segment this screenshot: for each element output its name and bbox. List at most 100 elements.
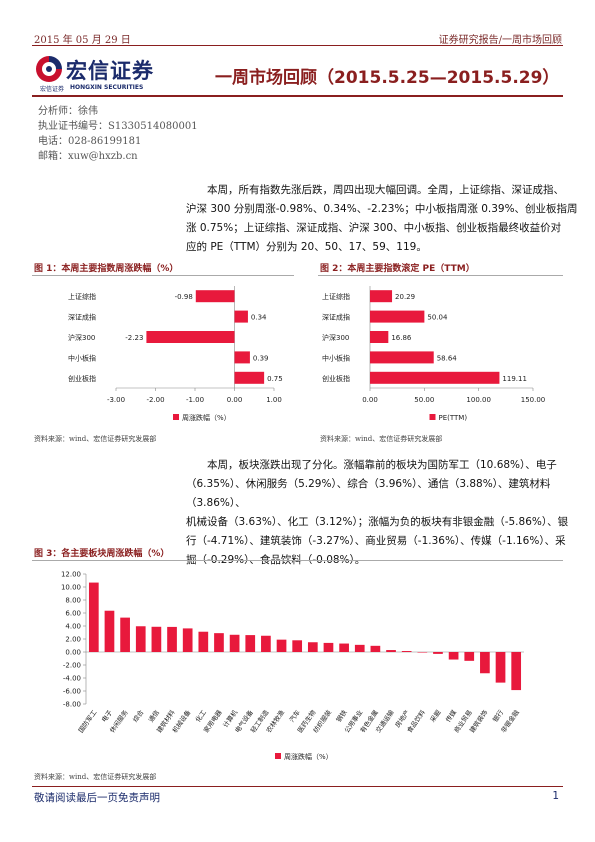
bar [401, 651, 412, 652]
sector-paragraph: 本周，板块涨跌出现了分化。涨幅靠前的板块为国防军工（10.68%）、电子 （6.… [186, 456, 595, 570]
data-label: 58.64 [437, 354, 458, 362]
para2-line4: 行（-4.71%）、建筑装饰（-3.27%）、商业贸易（-1.36%）、传媒（-… [186, 535, 566, 547]
bar [370, 290, 393, 303]
bar [276, 639, 287, 652]
brand-name-en: HONGXIN SECURITIES [70, 84, 144, 91]
bar [307, 642, 318, 652]
y-tick-label: 8.00 [65, 597, 81, 605]
footer-disclaimer: 敬请阅读最后一页免责声明 [34, 792, 160, 804]
bar [370, 331, 389, 343]
para2-line3: 机械设备（3.63%）、化工（3.12%）；涨幅为负的板块有非银金融（-5.86… [186, 516, 569, 528]
fig1-source: 资料来源：wind、宏信证券研究发展部 [34, 435, 157, 443]
data-label: 119.11 [502, 375, 527, 383]
legend-label: 周涨跌幅（%） [182, 413, 231, 422]
fig3-chart: 12.00 10.00 8.00 6.00 4.00 2.00 0.00 -2.00 -4.00… [61, 571, 524, 761]
bar [135, 626, 146, 652]
category-label: 上证综指 [322, 292, 350, 301]
category-label: 综合 [131, 708, 146, 724]
data-label: -2.23 [125, 334, 143, 342]
category-label: 汽车 [287, 708, 302, 724]
data-label: 20.29 [395, 293, 415, 301]
bar [167, 626, 177, 652]
y-tick-label: 6.00 [65, 610, 81, 618]
fig1-title: 图 1：本周主要指数周涨跌幅（%） [34, 264, 179, 274]
header-rule [32, 45, 563, 46]
bar [198, 631, 209, 652]
fig3-title: 图 3：各主要板块周涨跌幅（%） [34, 549, 170, 559]
bar [417, 652, 428, 653]
category-label: 沪深300 [322, 333, 349, 342]
category-label: 银行 [490, 708, 505, 724]
fig2-rule [318, 275, 563, 276]
category-label: 采掘 [428, 708, 443, 724]
category-label: 深证成指 [68, 313, 96, 322]
para1-line4: 应的 PE（TTM）分别为 20、50、17、59、119。 [186, 241, 427, 253]
category-label: 钢铁 [334, 708, 349, 724]
brand-sub-cn: 宏信证券 [40, 86, 65, 93]
fig3-rule [32, 560, 563, 561]
para1-line1: 本周，所有指数先涨后跌，周四出现大幅回调。全周，上证综指、深证成指、 [207, 184, 564, 196]
x-tick-label: 1.00 [266, 396, 282, 404]
report-type: 证券研究报告/一周市场回顾 [438, 35, 562, 46]
bar [234, 310, 248, 323]
bar [146, 331, 235, 343]
x-tick-label: 150.00 [521, 396, 546, 404]
bar [433, 652, 443, 654]
category-label: 创业板指 [68, 374, 96, 383]
bar [464, 652, 475, 661]
bar [234, 351, 250, 364]
bar [354, 644, 365, 652]
category-label: 化工 [193, 708, 208, 724]
bar [448, 652, 459, 660]
bar [370, 645, 381, 652]
y-tick-label: -2.00 [63, 662, 81, 670]
x-tick-label: -2.00 [146, 396, 164, 404]
bar [261, 635, 271, 652]
legend-label: PE(TTM) [439, 414, 468, 422]
category-label: 中小板指 [322, 353, 350, 362]
data-label: 16.86 [391, 334, 412, 342]
para2-line1: 本周，板块涨跌出现了分化。涨幅靠前的板块为国防军工（10.68%）、电子 [207, 459, 557, 471]
fig2-title: 图 2：本周主要指数滚定 PE（TTM） [320, 264, 475, 274]
summary-paragraph: 本周，所有指数先涨后跌，周四出现大幅回调。全周，上证综指、深证成指、 沪深 30… [186, 181, 578, 257]
report-date: 2015 年 05 月 29 日 [34, 35, 131, 46]
y-tick-label: 4.00 [65, 623, 81, 631]
bar [245, 635, 256, 652]
bar [370, 371, 500, 384]
fig1-chart: -3.00 -2.00 -1.00 0.00 1.00 上证综指 -0.98 深证成指 0.34… [68, 286, 283, 422]
data-label: 0.75 [267, 375, 283, 383]
title-rule [32, 95, 563, 97]
y-tick-label: -6.00 [63, 688, 81, 696]
bar [120, 617, 130, 652]
category-label: 电子 [99, 708, 114, 724]
x-tick-label: -1.00 [186, 396, 204, 404]
bar [151, 626, 162, 652]
category-label: 通信 [146, 708, 161, 724]
bar [511, 652, 522, 691]
bar [292, 640, 303, 652]
analyst: 分析师：徐伟 [38, 106, 98, 117]
category-label: 传媒 [443, 708, 458, 724]
y-tick-label: 0.00 [65, 649, 81, 657]
x-tick-label: -3.00 [107, 396, 125, 404]
page-title: 一周市场回顾（2015.5.25—2015.5.29） [215, 68, 560, 88]
category-label: 国防军工 [76, 708, 99, 735]
fig1-rule [32, 275, 294, 276]
y-tick-label: 12.00 [61, 571, 81, 579]
legend-swatch [429, 414, 436, 420]
hongxin-logo-icon [36, 56, 62, 82]
data-label: 50.04 [427, 314, 448, 322]
x-tick-label: 100.00 [466, 396, 491, 404]
para1-line3: 涨 0.75%；上证综指、深证成指、沪深 300、中小板指、创业板指最终收益价对 [186, 222, 562, 234]
bar [480, 652, 490, 674]
brand-name: 宏信证券 [66, 59, 154, 83]
bar [195, 290, 235, 303]
legend-swatch [275, 753, 281, 759]
fig3-source: 资料来源：wind、宏信证券研究发展部 [34, 773, 157, 781]
bar [88, 582, 99, 652]
fig2-source: 资料来源：wind、宏信证券研究发展部 [320, 435, 443, 443]
footer-rule [32, 786, 563, 787]
para2-line2: （6.35%）、休闲服务（5.29%）、综合（3.96%）、通信（3.88%）、… [186, 478, 551, 509]
legend-swatch [173, 414, 179, 420]
x-tick-label: 0.00 [227, 396, 243, 404]
